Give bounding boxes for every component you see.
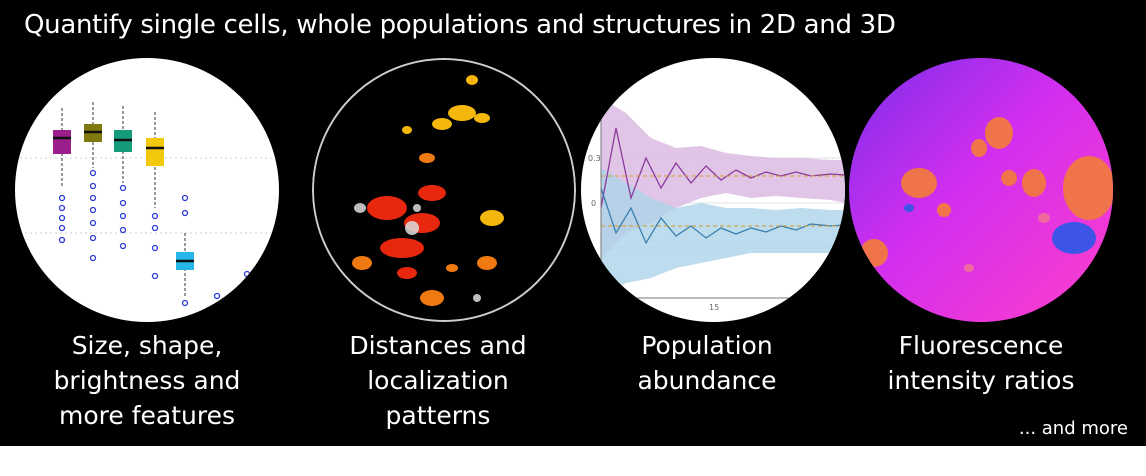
bands-svg: 0.3 0 15 [581, 58, 845, 322]
fluorescence-svg [849, 58, 1113, 322]
clusters-svg [312, 58, 576, 322]
banner-panel: Quantify single cells, whole populations… [0, 0, 1146, 446]
and-more-text: ... and more [1018, 418, 1128, 439]
caption-size-shape: Size, shape, brightness and more feature… [53, 331, 241, 430]
cell-clusters-illustration [312, 58, 576, 322]
box-yellow [146, 138, 164, 166]
boxplot-svg [15, 58, 279, 322]
x-tick-label: 15 [709, 303, 719, 312]
caption-population: Population abundance [637, 331, 777, 395]
caption-fluorescence: Fluorescence intensity ratios [887, 331, 1075, 395]
caption-distances: Distances and localization patterns [349, 331, 527, 430]
boxplot-illustration [15, 58, 279, 322]
box-purple [53, 130, 71, 154]
banner-title: Quantify single cells, whole populations… [24, 10, 896, 40]
y-tick-label-1: 0.3 [588, 154, 601, 163]
y-tick-label-2: 0 [591, 199, 596, 208]
line-bands-illustration: 0.3 0 15 [581, 58, 845, 322]
fluorescence-illustration [849, 58, 1113, 322]
